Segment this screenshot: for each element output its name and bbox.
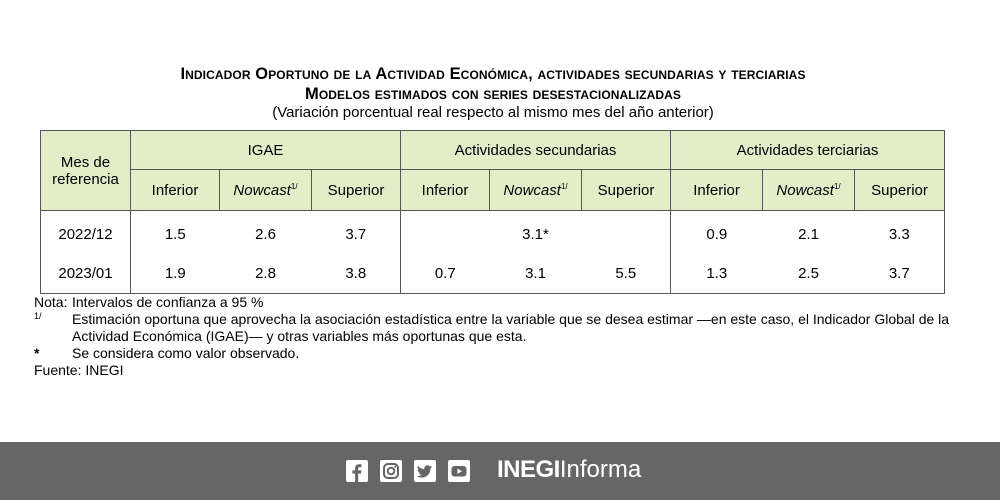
table-cell: 0.7 bbox=[400, 254, 490, 294]
note-intervals: Nota: Intervalos de confianza a 95 % bbox=[34, 294, 974, 311]
brand-informa: Informa bbox=[559, 456, 642, 483]
col-header-inferior: Inferior bbox=[670, 169, 764, 211]
col-header-superior: Superior bbox=[581, 169, 672, 211]
row-header: Mes de referencia bbox=[40, 130, 131, 211]
source-line: Fuente: INEGI bbox=[34, 362, 124, 378]
table-row: 2022/12 1.5 2.6 3.7 3.1* 0.9 2.1 3.3 bbox=[40, 210, 946, 255]
table-cell: 2.8 bbox=[219, 254, 312, 294]
group-header-igae: IGAE bbox=[129, 130, 402, 170]
group-header-terciarias: Actividades terciarias bbox=[670, 130, 946, 170]
nowcast-label: Nowcast bbox=[233, 181, 291, 199]
nowcast-label: Nowcast bbox=[776, 181, 834, 199]
table-cell: 0.9 bbox=[670, 210, 763, 254]
footnote-asterisk: * Se considera como valor observado. bbox=[34, 345, 974, 362]
col-header-nowcast: Nowcast1/ bbox=[489, 169, 583, 211]
table-cell: 2.6 bbox=[255, 226, 276, 243]
footnote-marker: * bbox=[34, 345, 40, 361]
table-cell: 3.8 bbox=[311, 254, 401, 294]
table-cell: 3.3 bbox=[854, 210, 946, 254]
inegi-informa-logo: INEGIInforma bbox=[497, 455, 641, 485]
indicator-table: Mes de referencia IGAE Actividades secun… bbox=[40, 130, 946, 294]
footer-bar: INEGIInforma bbox=[0, 442, 1000, 500]
nowcast-footnote-ref: 1/ bbox=[560, 181, 568, 191]
table-cell: 3.1 bbox=[489, 254, 582, 294]
col-header-superior: Superior bbox=[854, 169, 946, 211]
twitter-icon[interactable] bbox=[414, 460, 436, 482]
report-title: Indicador Oportuno de la Actividad Econó… bbox=[180, 65, 806, 83]
note-text: Intervalos de confianza a 95 % bbox=[72, 294, 264, 310]
table-row: 2023/01 1.9 2.8 3.8 0.7 3.1 5.5 1.3 2.5 … bbox=[40, 254, 946, 294]
col-header-nowcast: Nowcast1/ bbox=[762, 169, 856, 211]
row-month: 2023/01 bbox=[40, 254, 131, 294]
footnote-1: 1/ Estimación oportuna que aprovecha la … bbox=[34, 311, 974, 345]
col-header-inferior: Inferior bbox=[400, 169, 491, 211]
col-header-inferior: Inferior bbox=[130, 169, 220, 211]
table-cell: 2.5 bbox=[762, 254, 855, 294]
brand-inegi: INEGI bbox=[497, 456, 560, 483]
footnote-text: Se considera como valor observado. bbox=[72, 345, 300, 361]
footnote-text: Estimación oportuna que aprovecha la aso… bbox=[72, 311, 950, 344]
youtube-icon[interactable] bbox=[448, 460, 470, 482]
group-header-secundarias: Actividades secundarias bbox=[400, 130, 672, 170]
table-cell: 1.5 bbox=[130, 210, 220, 254]
notes-section: Nota: Intervalos de confianza a 95 % 1/ … bbox=[34, 294, 974, 379]
footnote-marker: 1/ bbox=[34, 311, 42, 321]
table-cell bbox=[400, 210, 490, 254]
report-units: (Variación porcentual real respecto al m… bbox=[272, 104, 714, 121]
instagram-icon[interactable] bbox=[380, 460, 402, 482]
col-header-nowcast: Nowcast1/ bbox=[219, 169, 312, 211]
table-cell: 2.1 bbox=[798, 226, 819, 243]
facebook-icon[interactable] bbox=[346, 460, 368, 482]
table-cell: 5.5 bbox=[581, 254, 671, 294]
note-label: Nota: bbox=[34, 294, 68, 310]
report-subtitle: Modelos estimados con series desestacion… bbox=[304, 85, 682, 103]
social-icons bbox=[346, 460, 470, 482]
row-month: 2022/12 bbox=[40, 210, 131, 254]
table-cell bbox=[582, 211, 671, 255]
title-block: Indicador Oportuno de la Actividad Econó… bbox=[0, 64, 986, 122]
table-cell: 3.1* bbox=[522, 226, 549, 243]
nowcast-footnote-ref: 1/ bbox=[833, 181, 841, 191]
table-cell: 3.7 bbox=[854, 254, 946, 294]
table-cell: 1.3 bbox=[670, 254, 763, 294]
nowcast-label: Nowcast bbox=[503, 181, 561, 199]
table-cell: 1.9 bbox=[130, 254, 220, 294]
table-cell: 3.7 bbox=[345, 226, 367, 243]
col-header-superior: Superior bbox=[310, 169, 402, 211]
nowcast-footnote-ref: 1/ bbox=[290, 181, 298, 191]
